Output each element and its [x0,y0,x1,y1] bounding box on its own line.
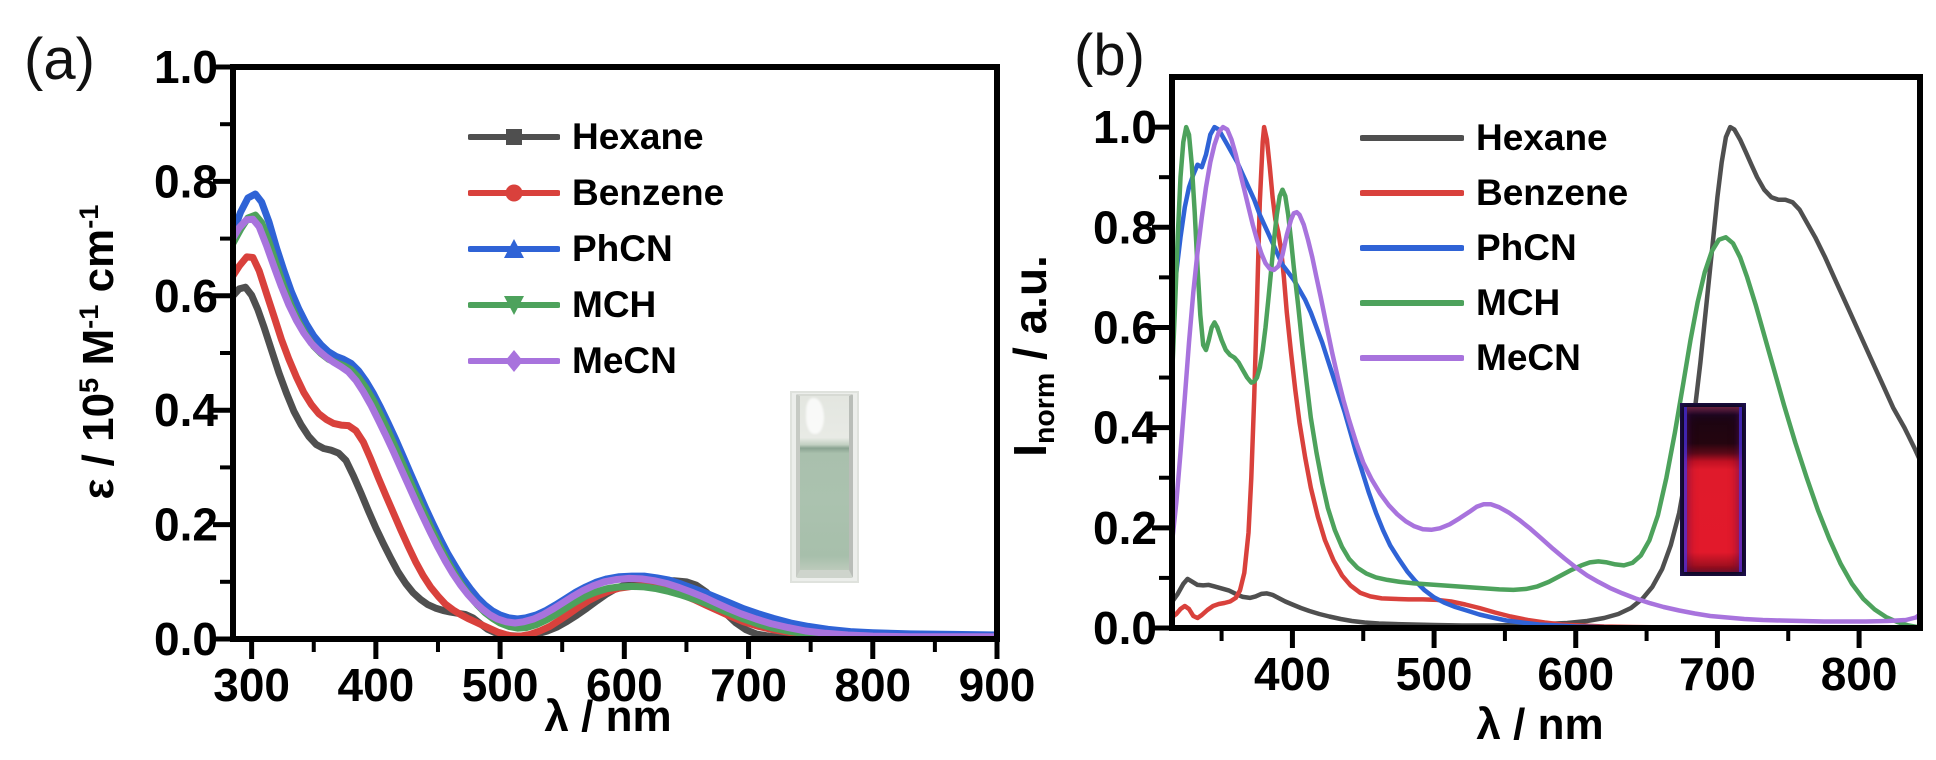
y-axis-title-emission: Inorm / a.u. [1003,255,1061,457]
legend-item-hexane: Hexane [1360,110,1628,165]
legend-absorption: Hexane Benzene PhCN MCH MeCN [468,109,724,389]
series-benzene [1172,124,1920,628]
chart-b: 400 500 600 700 800 0.0 0.2 0.4 0.6 0.8 1.0 [1093,74,1923,700]
legend-item-benzene: Benzene [1360,165,1628,220]
cuvette-photo-uv-emission [1680,403,1746,576]
legend-item-mecn: MeCN [1360,330,1628,385]
x-tick-label: 600 [586,659,663,711]
x-axis-title-absorption: λ / nm [544,692,672,741]
x-tick-label: 300 [213,659,290,711]
panel-b-label: (b) [1074,23,1145,88]
plot-border-b [1169,74,1923,631]
chart-a: 300 400 500 600 700 800 900 0.0 0.2 0.4 0.6 0.8 1.0 [154,41,1035,711]
x-tick-label: 700 [710,659,787,711]
legend-label: MeCN [572,340,677,381]
y-tick-label: 0.4 [1093,402,1157,454]
y-tick-label: 1.0 [154,41,218,93]
legend-line-marker-swatch [468,129,560,145]
curves-b [1172,124,1920,628]
series-mch [1172,124,1920,628]
series-phcn [1172,124,1920,628]
y-tick-label: 0.8 [154,155,218,207]
legend-label: Hexane [1476,116,1608,158]
y-tick-label: 1.0 [1093,101,1157,153]
legend-line-swatch [1360,299,1464,306]
x-tick-label: 500 [462,659,539,711]
legend-label: MCH [1476,281,1561,323]
y-tick-label: 0.0 [154,613,218,665]
legend-item-mecn: MeCN [468,333,724,389]
series-mecn [1172,124,1920,624]
cuvette-photo-daylight [790,391,859,583]
cuvette-glass-daylight [796,394,853,578]
axis-title-segment: ε / 10 [74,392,123,500]
axis-title-segment: M [74,328,123,378]
y-tick-label: 0.2 [1093,502,1157,554]
x-tick-label: 900 [959,659,1036,711]
y-axis-title-absorption: ε / 105 M-1 cm-1 [73,204,124,500]
legend-item-phcn: PhCN [1360,220,1628,275]
legend-label: MeCN [1476,336,1581,378]
axis-title-segment: norm [1028,372,1061,445]
x-axis-title-emission: λ / nm [1476,700,1604,749]
y-tick-label: 0.0 [1093,602,1157,654]
y-tick-label: 0.4 [154,384,218,436]
axis-title-segment: 5 [73,377,104,393]
panel-a-label: (a) [24,27,95,92]
legend-line-swatch [1360,189,1464,196]
legend-line-marker-swatch [468,350,560,372]
plot-border-a [230,64,1000,642]
legend-line-swatch [1360,134,1464,141]
legend-line-marker-swatch [468,184,560,202]
legend-line-swatch [1360,244,1464,251]
axis-title-segment: -1 [73,304,104,329]
x-tick-label: 800 [834,659,911,711]
axis-title-segment: / a.u. [1004,255,1056,373]
legend-label: PhCN [572,228,673,269]
legend-line-marker-swatch [468,296,560,315]
x-tick-label: 500 [1396,648,1473,700]
legend-label: Hexane [572,116,704,157]
legend-label: Benzene [1476,171,1629,213]
x-tick-label: 400 [337,659,414,711]
y-tick-label: 0.6 [154,270,218,322]
x-tick-label: 800 [1821,648,1898,700]
legend-item-mch: MCH [468,277,724,333]
x-tick-label: 600 [1537,648,1614,700]
legend-emission: Hexane Benzene PhCN MCH MeCN [1360,110,1628,385]
axis-title-segment: cm [74,228,123,305]
axis-title-segment: -1 [73,204,104,229]
series-hexane [1172,124,1920,628]
legend-label: PhCN [1476,226,1577,268]
series-mecn [233,215,997,639]
y-tick-label: 0.8 [1093,201,1157,253]
x-tick-label: 700 [1679,648,1756,700]
cuvette-glass-uv [1684,407,1742,572]
legend-line-swatch [1360,354,1464,361]
series-phcn [233,190,997,639]
y-tick-label: 0.6 [1093,301,1157,353]
legend-item-phcn: PhCN [468,221,724,277]
legend-item-mch: MCH [1360,275,1628,330]
legend-line-marker-swatch [468,239,560,258]
legend-item-hexane: Hexane [468,109,724,165]
y-tick-label: 0.2 [154,499,218,551]
legend-label: MCH [572,284,657,325]
curves-a [233,190,997,639]
x-tick-label: 400 [1254,648,1331,700]
axis-title-segment: I [1004,444,1056,457]
legend-item-benzene: Benzene [468,165,724,221]
legend-label: Benzene [572,172,725,213]
